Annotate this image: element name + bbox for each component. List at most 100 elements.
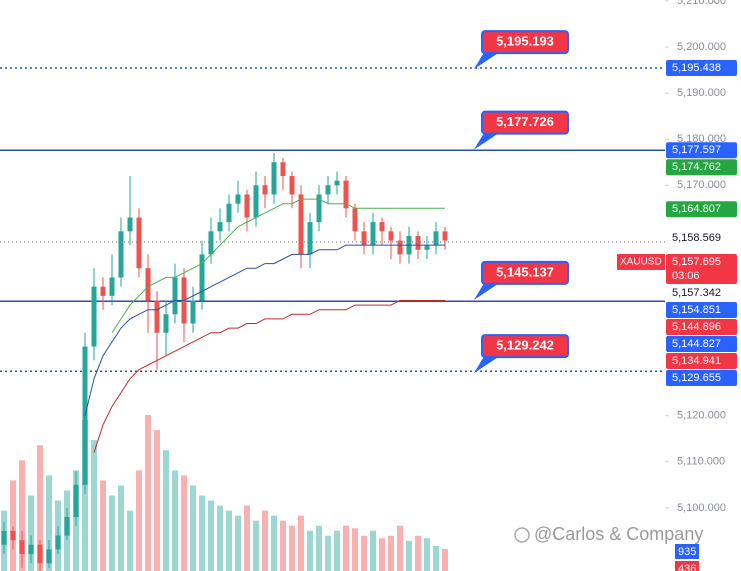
volume-bar [379, 538, 385, 571]
price-badge-label: 5,157.342 [672, 287, 721, 299]
price-badge [666, 201, 737, 218]
volume-bar [181, 475, 187, 571]
volume-bar [217, 505, 223, 571]
price-axis: 5,210.0005,200.0005,190.0005,180.0005,17… [665, 0, 726, 514]
price-badge [666, 335, 737, 352]
candle-body [442, 231, 448, 241]
price-badge-label: 5,157.695 [672, 256, 721, 268]
volume-bar [253, 520, 259, 571]
candle-body [10, 530, 16, 541]
volume-bar [316, 525, 322, 571]
candle-body [262, 185, 268, 195]
candle-layer [1, 153, 448, 571]
candle-body [397, 240, 403, 255]
candle-body [388, 231, 394, 241]
candle-body [91, 286, 97, 347]
volume-bar [298, 515, 304, 571]
candle-body [127, 217, 133, 232]
volume-bar [190, 485, 196, 571]
volume-bar [28, 495, 34, 571]
candle-body [307, 222, 313, 255]
candle-body [163, 314, 169, 333]
candle-body [37, 544, 43, 564]
candle-body [190, 300, 196, 324]
volume-bar [154, 430, 160, 571]
level-layer [0, 67, 665, 372]
candle-body [271, 162, 277, 195]
volume-bar [424, 538, 430, 571]
candle-body [145, 268, 151, 301]
volume-bar [415, 535, 421, 571]
price-badge-label: 5,144.896 [672, 321, 721, 333]
volume-bar [235, 515, 241, 571]
price-badge-label: 5,154.851 [672, 304, 721, 316]
candle-body [208, 231, 214, 255]
candle-body [325, 185, 331, 195]
candle-body [100, 286, 106, 296]
overlay-layer: 5,195.438 5,177.597 5,174.762 5,164.807 5,15… [474, 30, 737, 571]
volume-bar [271, 515, 277, 571]
y-tick-label: 5,180.000 [677, 133, 726, 145]
candle-body [352, 208, 358, 232]
candle-body [136, 217, 142, 269]
price-badge [666, 369, 737, 386]
volume-bar [10, 480, 16, 571]
volume-bar [118, 485, 124, 571]
volume-bar [289, 525, 295, 571]
callout-label: 5,129.242 [496, 338, 554, 353]
symbol-label: XAUUSD [620, 257, 662, 268]
price-badge-label: 5,174.762 [672, 161, 721, 173]
price-badge-label: 5,164.807 [672, 203, 721, 215]
candle-body [424, 245, 430, 250]
volume-bar [244, 505, 250, 571]
candle-body [118, 231, 124, 278]
candle-body [28, 544, 34, 554]
symbol-badge [617, 253, 665, 270]
candle-body [343, 180, 349, 209]
price-badge [666, 352, 737, 369]
moving-average [93, 299, 445, 453]
candle-body [172, 277, 178, 315]
callout-box [481, 30, 569, 55]
candle-body [226, 203, 232, 223]
candle-body [379, 222, 385, 232]
watermark: @Carlos & Company [534, 524, 703, 544]
volume-bar [361, 535, 367, 571]
volume-badge [675, 544, 699, 559]
moving-average [111, 198, 445, 334]
volume-bar [163, 450, 169, 571]
price-badge [666, 142, 737, 159]
candle-body [73, 484, 79, 518]
volume-bar [199, 495, 205, 571]
candle-body [235, 194, 241, 204]
candle-body [154, 300, 160, 333]
candle-body [253, 185, 259, 218]
volume-bar [442, 549, 448, 571]
price-badge-label: 5,134.941 [672, 355, 721, 367]
volume-bar [37, 445, 43, 571]
candle-body [334, 180, 340, 186]
volume-bar [343, 525, 349, 571]
candle-body [1, 530, 7, 545]
volume-bar [325, 535, 331, 571]
candle-body [199, 254, 205, 301]
y-tick-label: 5,120.000 [677, 410, 726, 422]
volume-bar [172, 470, 178, 571]
candle-body [217, 222, 223, 232]
watermark-icon [514, 527, 530, 543]
volume-bar [406, 540, 412, 571]
volume-badge [675, 561, 699, 571]
price-badge [666, 253, 737, 284]
y-tick-label: 5,170.000 [677, 179, 726, 191]
volume-bar [109, 495, 115, 571]
candle-body [244, 194, 250, 218]
candle-body [55, 535, 61, 550]
moving-average [84, 244, 445, 416]
volume-bar [136, 470, 142, 571]
callout-label: 5,195.193 [496, 34, 554, 49]
candle-body [316, 194, 322, 223]
y-tick-label: 5,110.000 [677, 456, 725, 468]
volume-badge-label: 436 [678, 563, 696, 571]
